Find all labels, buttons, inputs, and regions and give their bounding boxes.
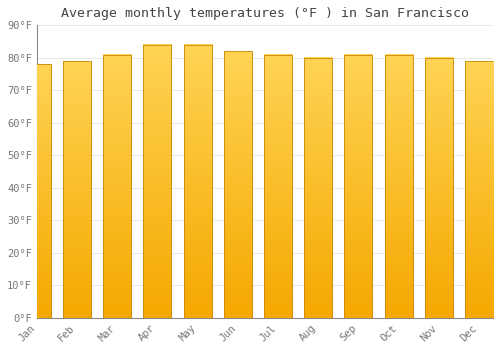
Bar — [465, 61, 493, 318]
Bar — [344, 55, 372, 318]
Bar — [144, 45, 172, 318]
Bar — [184, 45, 212, 318]
Bar — [424, 58, 453, 318]
Bar — [103, 55, 132, 318]
Bar — [384, 55, 412, 318]
Bar — [304, 58, 332, 318]
Title: Average monthly temperatures (°F ) in San Francisco: Average monthly temperatures (°F ) in Sa… — [61, 7, 469, 20]
Bar — [264, 55, 292, 318]
Bar — [424, 58, 453, 318]
Bar — [184, 45, 212, 318]
Bar — [344, 55, 372, 318]
Bar — [304, 58, 332, 318]
Bar — [22, 64, 51, 318]
Bar — [224, 51, 252, 318]
Bar — [264, 55, 292, 318]
Bar — [63, 61, 91, 318]
Bar — [465, 61, 493, 318]
Bar — [224, 51, 252, 318]
Bar — [144, 45, 172, 318]
Bar — [63, 61, 91, 318]
Bar — [22, 64, 51, 318]
Bar — [103, 55, 132, 318]
Bar — [384, 55, 412, 318]
